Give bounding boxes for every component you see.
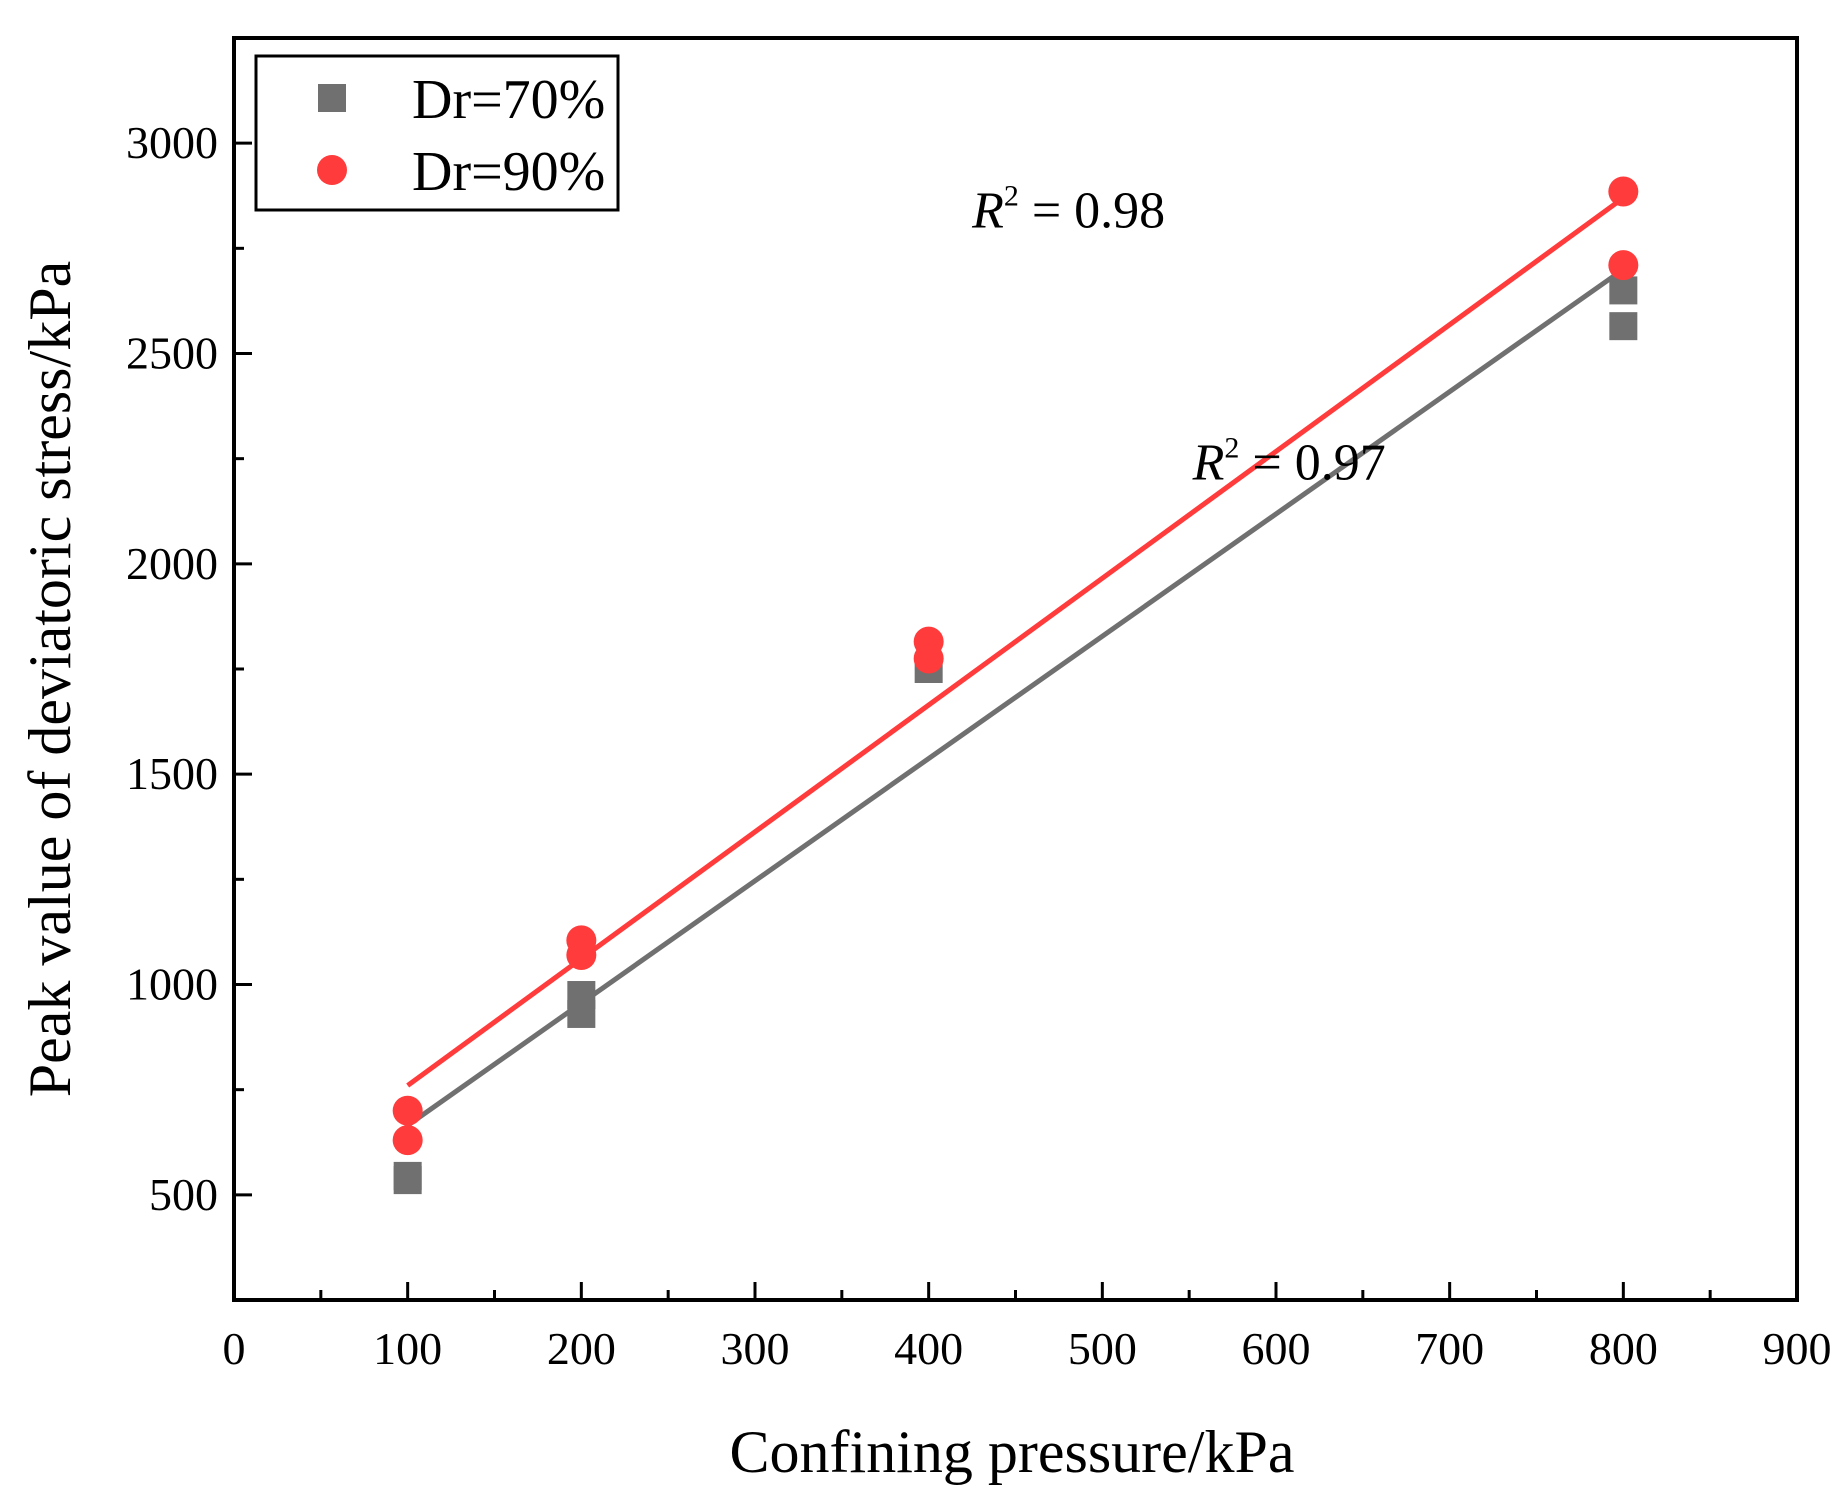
circle-marker — [392, 1095, 423, 1126]
legend: Dr=70% Dr=90% — [254, 54, 620, 212]
annotations: R2 = 0.98 R2 = 0.97 — [971, 179, 1386, 491]
x-tick-label: 300 — [721, 1323, 790, 1374]
fit-lines — [406, 195, 1625, 1128]
x-tick-label: 800 — [1589, 1323, 1658, 1374]
square-marker — [567, 999, 596, 1028]
x-tick-label: 900 — [1763, 1323, 1832, 1374]
y-tick-label: 3000 — [126, 117, 218, 168]
x-tick-label: 600 — [1242, 1323, 1311, 1374]
y-tick-label: 2500 — [126, 328, 218, 379]
x-tick-label: 400 — [894, 1323, 963, 1374]
legend-box — [254, 54, 620, 212]
x-tick-label: 200 — [547, 1323, 616, 1374]
x-tick-label: 0 — [223, 1323, 246, 1374]
data-points — [392, 176, 1639, 1195]
square-marker — [1609, 312, 1638, 341]
fit-line-dr70 — [406, 267, 1625, 1128]
legend-circle-icon — [317, 155, 347, 185]
circle-marker — [1608, 176, 1639, 207]
x-tick-label: 700 — [1415, 1323, 1484, 1374]
fit-line-dr90 — [406, 195, 1625, 1088]
circle-marker — [392, 1125, 423, 1156]
y-tick-label: 1500 — [126, 748, 218, 799]
y-tick-label: 1000 — [126, 959, 218, 1010]
legend-square-icon — [318, 84, 346, 112]
square-marker — [1609, 276, 1638, 305]
y-tick-label: 2000 — [126, 538, 218, 589]
plot-area: 0 100 200 300 400 500 600 700 800 900 500 1000 1500 2… — [126, 36, 1832, 1374]
circle-marker — [1608, 250, 1639, 281]
legend-label: Dr=90% — [412, 141, 605, 203]
y-tick-label: 500 — [149, 1169, 218, 1220]
r-squared-label: R2 = 0.98 — [971, 179, 1165, 239]
circle-marker — [913, 643, 944, 674]
circle-marker — [566, 940, 597, 971]
x-axis-title: Confining pressure/kPa — [730, 1419, 1295, 1485]
y-axis-title: Peak value of deviatoric stress/kPa — [17, 261, 83, 1097]
square-marker — [393, 1166, 422, 1195]
legend-label: Dr=70% — [412, 69, 605, 131]
r-squared-label: R2 = 0.97 — [1192, 432, 1386, 492]
x-tick-label: 100 — [373, 1323, 442, 1374]
x-tick-label: 500 — [1068, 1323, 1137, 1374]
